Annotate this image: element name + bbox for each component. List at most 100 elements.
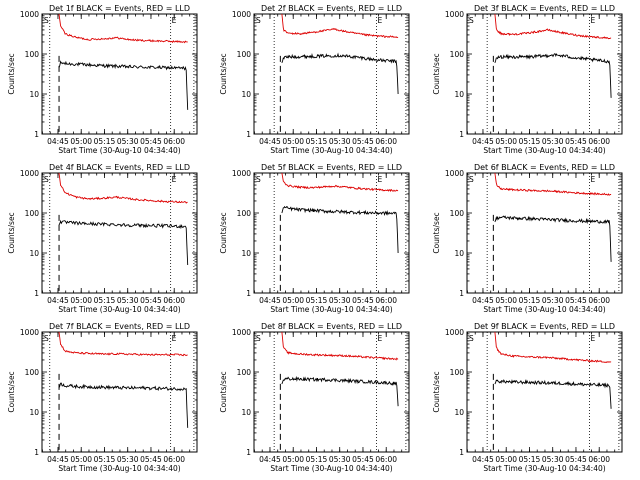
end-marker-label: E (377, 16, 382, 25)
x-tick-label: 06:00 (588, 137, 610, 146)
y-tick-label: 1 (459, 289, 464, 298)
y-tick-label: 100 (25, 368, 40, 377)
plot-frame (41, 331, 198, 453)
x-tick-label: 05:15 (519, 455, 541, 464)
start-marker-label: S (256, 334, 261, 343)
x-tick-label: 06:00 (163, 137, 185, 146)
series-line-events (58, 219, 189, 266)
panel-title: Det 7f BLACK = Events, RED = LLD (49, 322, 190, 331)
y-axis-label: Counts/sec (219, 212, 228, 253)
panel-title: Det 4f BLACK = Events, RED = LLD (49, 163, 190, 172)
series-line-events (58, 60, 189, 110)
x-tick-label: 05:45 (352, 296, 374, 305)
y-axis-label: Counts/sec (219, 53, 228, 94)
x-tick-label: 04:45 (47, 137, 69, 146)
x-tick-label: 05:30 (542, 137, 564, 146)
y-tick-label: 1000 (445, 169, 464, 178)
x-tick-label: 05:30 (329, 296, 351, 305)
x-tick-label: 05:30 (329, 455, 351, 464)
y-tick-label: 100 (450, 209, 465, 218)
series-line-lld (58, 331, 188, 357)
panel-det-4f: Det 4f BLACK = Events, RED = LLD 1 10 100 10… (7, 163, 198, 314)
y-tick-label: 10 (454, 90, 464, 99)
series-line-lld (281, 13, 399, 39)
x-tick-label: 05:30 (542, 296, 564, 305)
start-marker-label: S (44, 334, 49, 343)
y-tick-label: 1000 (20, 169, 39, 178)
y-tick-label: 1 (34, 289, 39, 298)
y-tick-label: 10 (454, 408, 464, 417)
y-tick-label: 100 (25, 50, 40, 59)
panel-det-8f: Det 8f BLACK = Events, RED = LLD 1 10 100 10… (219, 322, 410, 473)
end-marker-label: E (377, 175, 382, 184)
x-tick-label: 04:45 (259, 137, 281, 146)
panel-title: Det 6f BLACK = Events, RED = LLD (474, 163, 615, 172)
y-tick-label: 100 (237, 50, 252, 59)
y-tick-label: 1000 (232, 328, 251, 337)
panel-det-3f: Det 3f BLACK = Events, RED = LLD 1 10 100 10… (432, 4, 623, 155)
end-marker-label: E (172, 334, 177, 343)
series-line-lld (58, 13, 188, 44)
y-tick-label: 1000 (445, 328, 464, 337)
start-marker-label: S (469, 175, 474, 184)
x-tick-label: 05:00 (282, 455, 304, 464)
x-tick-label: 04:45 (472, 137, 494, 146)
start-marker-label: S (256, 175, 261, 184)
x-tick-label: 05:45 (565, 296, 587, 305)
end-marker-label: E (590, 175, 595, 184)
x-tick-label: 05:15 (306, 296, 328, 305)
y-tick-label: 1000 (232, 10, 251, 19)
panel-det-7f: Det 7f BLACK = Events, RED = LLD 1 10 100 10… (7, 322, 198, 473)
panel-title: Det 9f BLACK = Events, RED = LLD (474, 322, 615, 331)
x-tick-label: 05:45 (140, 296, 162, 305)
y-tick-label: 1 (34, 130, 39, 139)
end-marker-label: E (590, 334, 595, 343)
x-tick-label: 05:30 (542, 455, 564, 464)
x-tick-label: 05:00 (70, 296, 92, 305)
x-axis-label: Start Time (30-Aug-10 04:34:40) (270, 305, 392, 314)
y-tick-label: 10 (241, 408, 251, 417)
y-axis-label: Counts/sec (7, 371, 16, 412)
panel-det-2f: Det 2f BLACK = Events, RED = LLD 1 10 100 10… (219, 4, 410, 155)
y-tick-label: 1 (246, 130, 251, 139)
series-line-events (494, 53, 612, 98)
series-line-lld (58, 172, 188, 204)
x-tick-label: 05:45 (352, 137, 374, 146)
x-tick-label: 06:00 (163, 296, 185, 305)
x-tick-label: 05:15 (94, 137, 116, 146)
x-tick-label: 04:45 (47, 455, 69, 464)
x-tick-label: 05:15 (306, 137, 328, 146)
panel-det-1f: Det 1f BLACK = Events, RED = LLD 1 10 100 10… (7, 4, 198, 155)
x-axis-label: Start Time (30-Aug-10 04:34:40) (270, 464, 392, 473)
start-marker-label: S (44, 175, 49, 184)
x-tick-label: 05:00 (495, 455, 517, 464)
x-axis-label: Start Time (30-Aug-10 04:34:40) (58, 146, 180, 155)
x-tick-label: 04:45 (47, 296, 69, 305)
series-line-lld (494, 13, 612, 40)
y-tick-label: 100 (25, 209, 40, 218)
panel-title: Det 2f BLACK = Events, RED = LLD (261, 4, 402, 13)
start-marker-label: S (44, 16, 49, 25)
y-axis-label: Counts/sec (432, 371, 441, 412)
x-tick-label: 05:00 (282, 296, 304, 305)
x-tick-label: 05:45 (565, 455, 587, 464)
x-tick-label: 05:30 (117, 137, 139, 146)
panel-title: Det 1f BLACK = Events, RED = LLD (49, 4, 190, 13)
x-tick-label: 05:45 (352, 455, 374, 464)
x-axis-label: Start Time (30-Aug-10 04:34:40) (58, 305, 180, 314)
plot-frame (41, 13, 198, 135)
series-line-events (58, 382, 189, 428)
end-marker-label: E (590, 16, 595, 25)
y-tick-label: 1000 (232, 169, 251, 178)
x-tick-label: 05:00 (282, 137, 304, 146)
x-axis-label: Start Time (30-Aug-10 04:34:40) (58, 464, 180, 473)
x-tick-label: 05:30 (329, 137, 351, 146)
panel-title: Det 3f BLACK = Events, RED = LLD (474, 4, 615, 13)
x-tick-label: 05:45 (140, 455, 162, 464)
y-tick-label: 10 (29, 90, 39, 99)
end-marker-label: E (172, 16, 177, 25)
y-tick-label: 1 (246, 448, 251, 457)
x-tick-label: 05:30 (117, 296, 139, 305)
x-tick-label: 06:00 (375, 296, 397, 305)
series-line-events (494, 379, 612, 409)
